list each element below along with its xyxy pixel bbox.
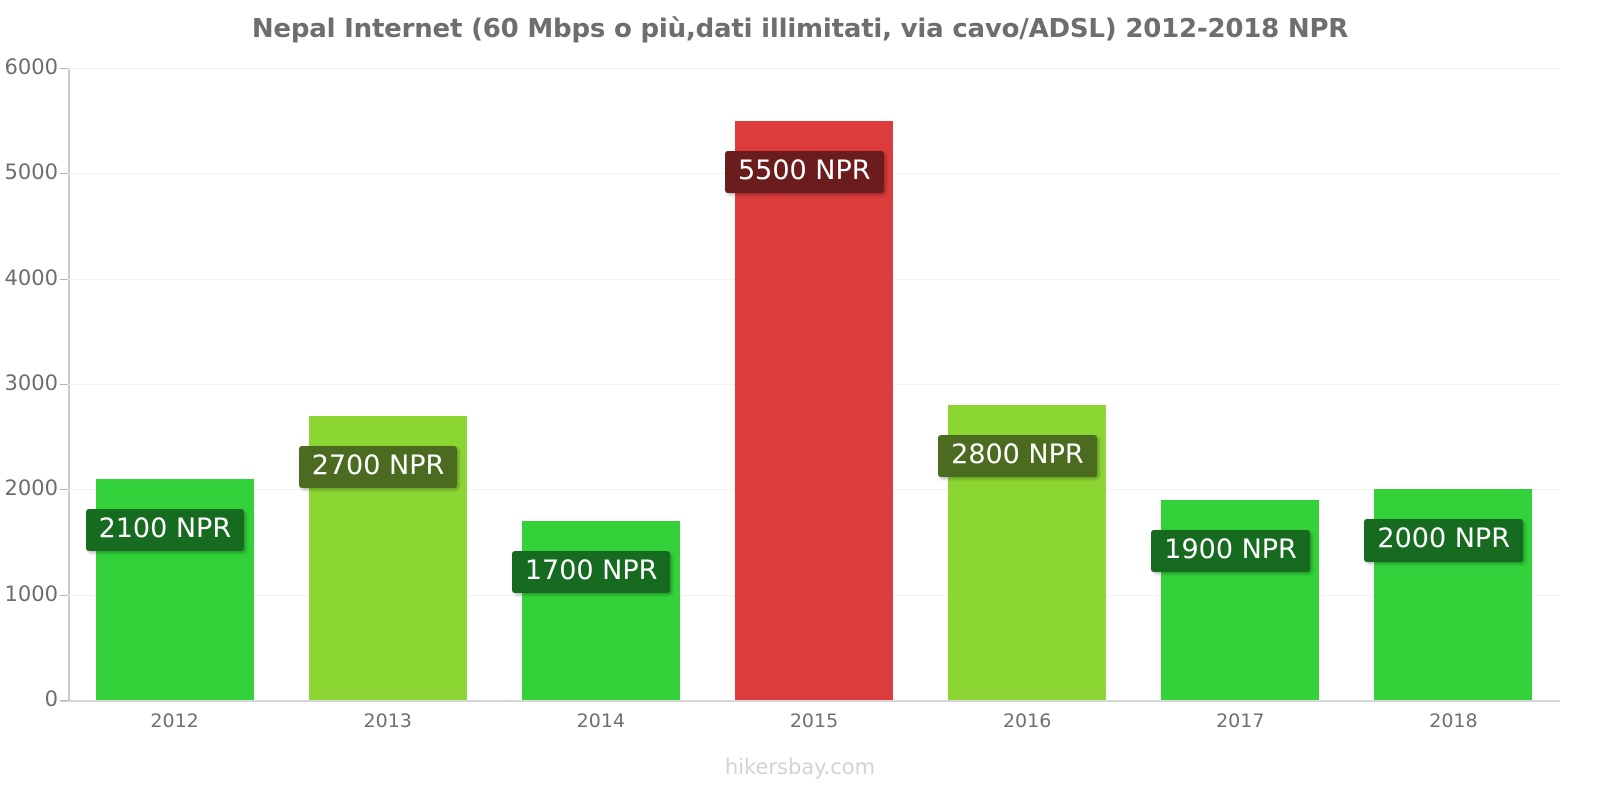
y-axis-tick-label: 1000 xyxy=(4,581,58,606)
gridline xyxy=(68,68,1560,69)
y-axis-tick-label: 6000 xyxy=(4,55,58,79)
x-axis-tick-label-2014: 2014 xyxy=(576,710,626,732)
x-axis-tick-label-2015: 2015 xyxy=(789,710,839,732)
y-axis-tick-mark xyxy=(60,594,68,596)
x-axis-tick-label-2016: 2016 xyxy=(1002,710,1052,732)
y-axis-tick-label: 4000 xyxy=(4,265,58,290)
bar-value-label-2016: 2800 NPR xyxy=(938,435,1097,478)
y-axis-tick-label: 2000 xyxy=(4,476,58,501)
y-axis-tick-label: 3000 xyxy=(4,371,58,395)
x-axis-tick-label-2012: 2012 xyxy=(150,710,199,732)
plot-area: 2100 NPR 2700 NPR 1700 NPR 5500 NPR 2800 NPR… xyxy=(68,68,1560,702)
x-axis-tick-label-2018: 2018 xyxy=(1429,710,1478,732)
bar-2015[interactable] xyxy=(735,120,893,700)
bar-value-label-2018: 2000 NPR xyxy=(1364,519,1523,562)
bar-value-label-2012: 2100 NPR xyxy=(85,508,245,552)
x-axis-tick-label-2017: 2017 xyxy=(1216,710,1265,732)
y-axis-tick-label: 5000 xyxy=(4,160,58,185)
footer-credit: hikersbay.com xyxy=(724,755,876,779)
y-axis-tick-label: 0 xyxy=(44,687,58,711)
bar-value-label-2014: 1700 NPR xyxy=(511,550,671,594)
bar-value-label-2017: 1900 NPR xyxy=(1151,529,1310,573)
bar-value-label-2013: 2700 NPR xyxy=(298,445,458,488)
gridline xyxy=(68,700,1560,702)
y-axis-tick-mark xyxy=(60,173,68,175)
bar-value-label-2015: 5500 NPR xyxy=(725,150,884,193)
x-axis-tick-label-2013: 2013 xyxy=(363,710,412,732)
y-axis-tick-mark xyxy=(60,489,68,491)
chart-title: Nepal Internet (60 Mbps o più,dati illim… xyxy=(251,14,1349,44)
bar-2014[interactable] xyxy=(521,520,680,700)
y-axis-tick-mark xyxy=(60,278,68,280)
y-axis-tick-mark xyxy=(60,68,68,69)
y-axis-tick-mark xyxy=(60,384,68,385)
